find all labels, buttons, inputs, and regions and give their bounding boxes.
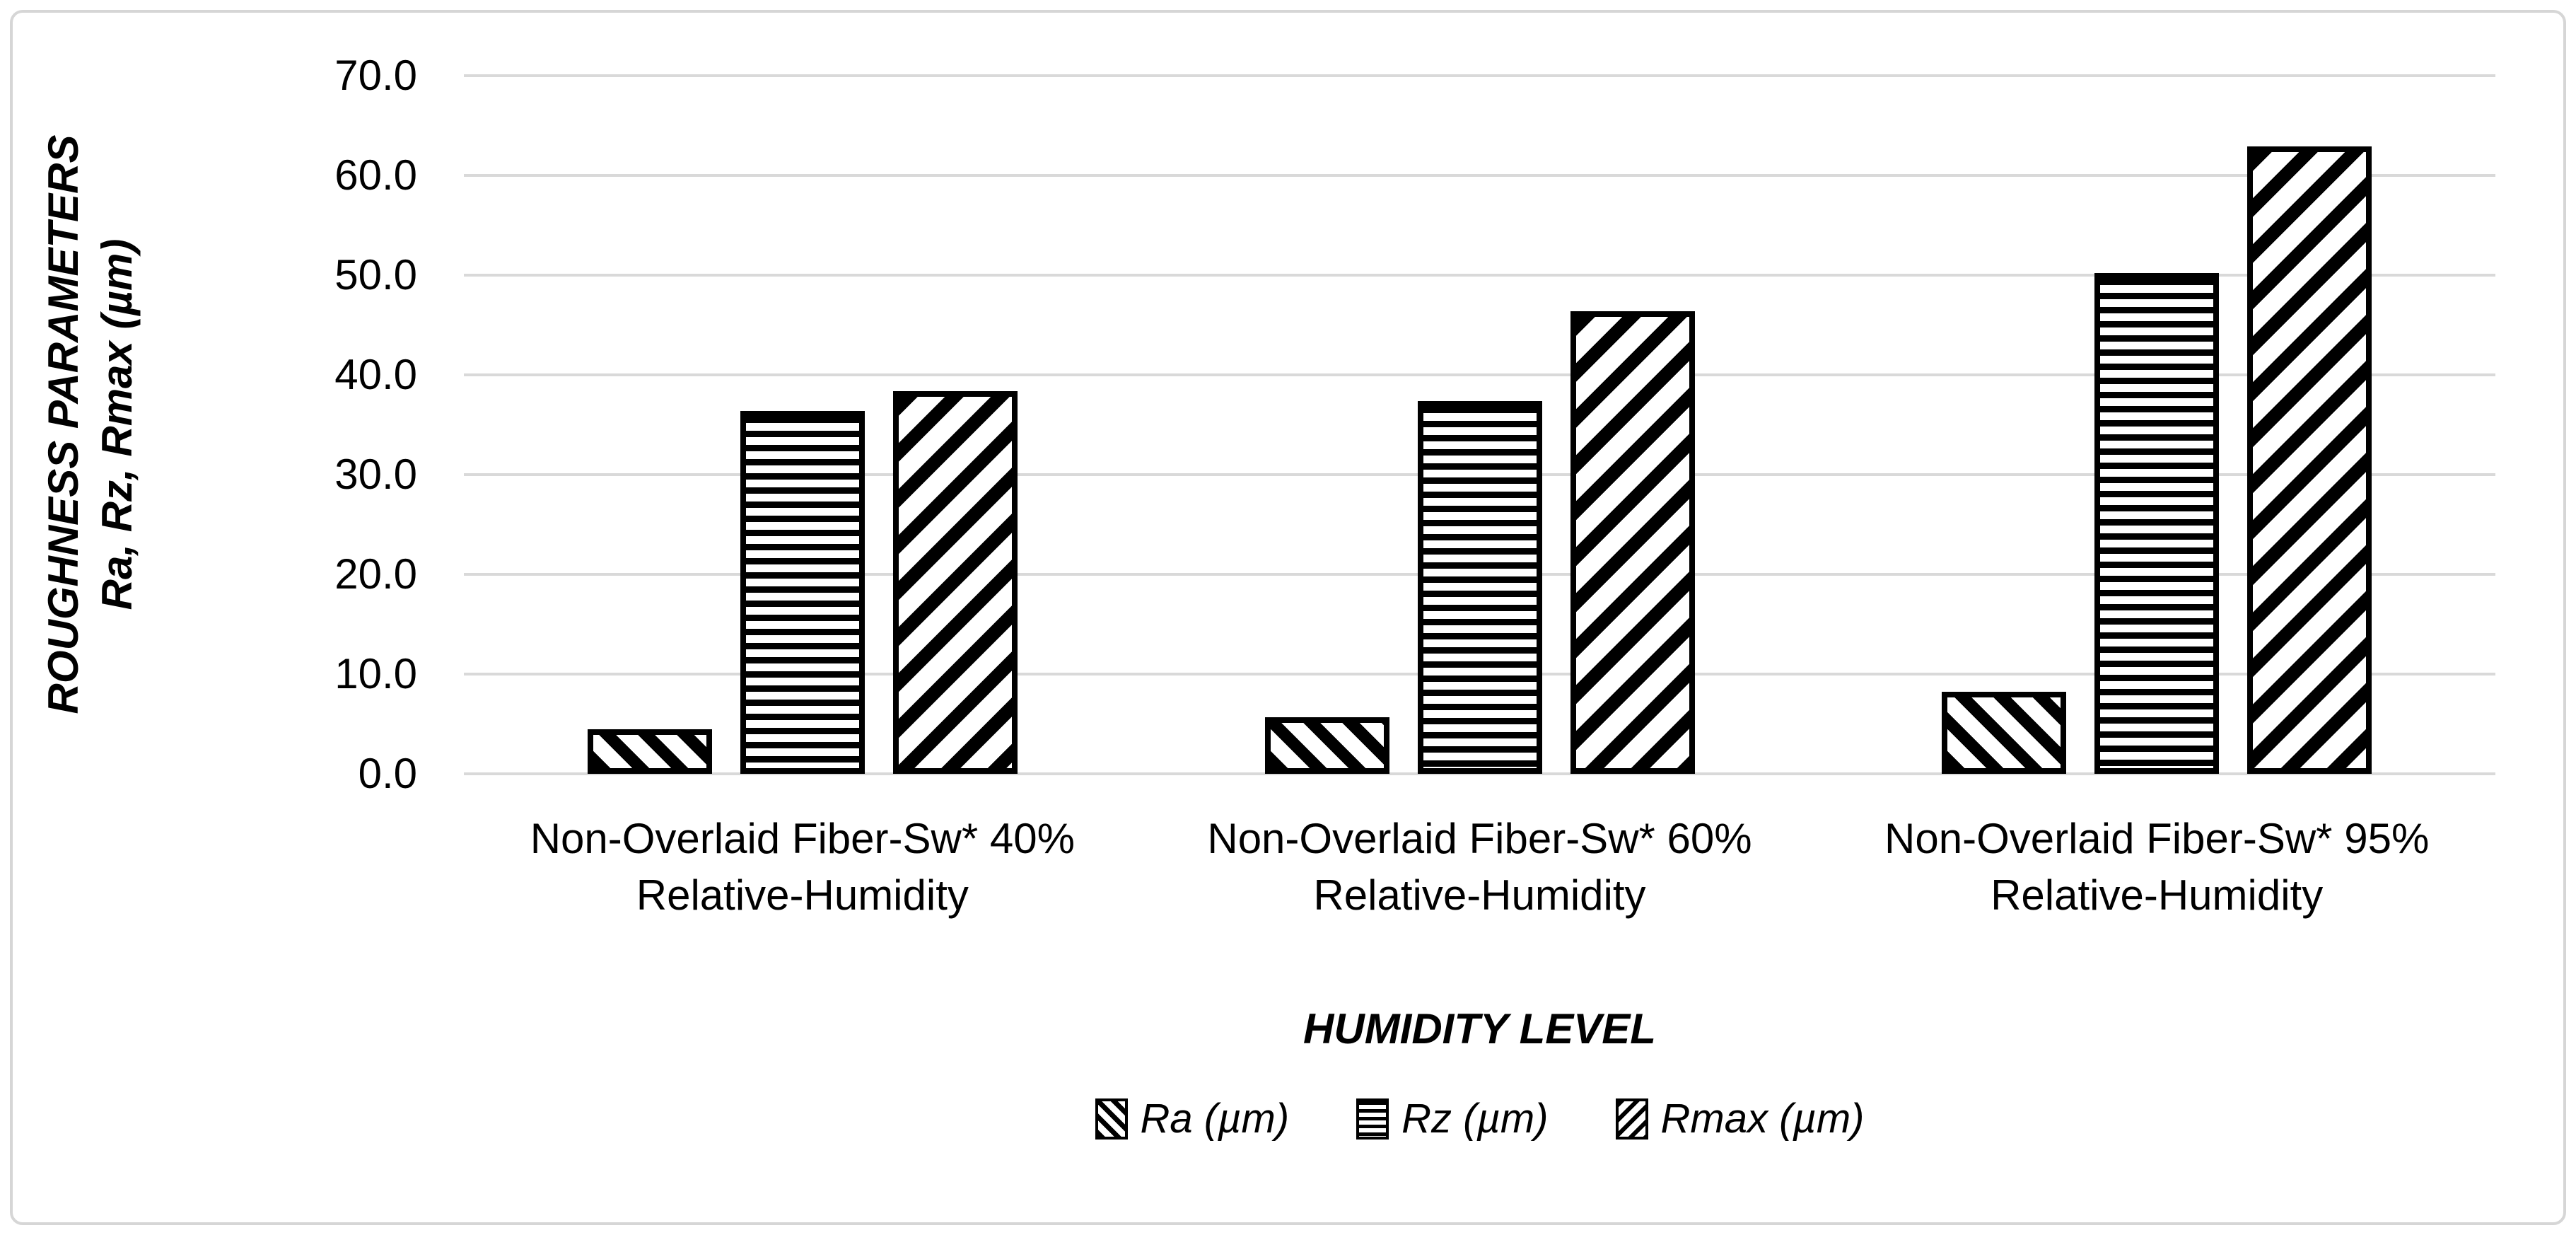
y-tick-label-40.0: 40.0: [334, 351, 417, 398]
y-axis-title-line1: ROUGHNESS PARAMETERS: [40, 134, 87, 714]
y-tick-label-20.0: 20.0: [334, 550, 417, 598]
y-tick-label-50.0: 50.0: [334, 251, 417, 298]
gridline-40.0: [464, 373, 2495, 376]
legend-swatch-horizontal-icon: [1356, 1098, 1389, 1140]
bar-rmax-category-3: [2247, 146, 2372, 774]
x-axis-title: HUMIDITY LEVEL: [1303, 1005, 1656, 1053]
chart-outer-border: [10, 10, 2566, 1225]
category-label-3: Non-Overlaid Fiber-Sw* 95% Relative-Humi…: [1884, 815, 2430, 919]
y-tick-label-70.0: 70.0: [334, 52, 417, 99]
gridline-0.0: [464, 772, 2495, 775]
bar-ra-category-3: [1942, 692, 2067, 774]
gridline-50.0: [464, 274, 2495, 277]
gridline-70.0: [464, 74, 2495, 77]
category-label-1: Non-Overlaid Fiber-Sw* 40% Relative-Humi…: [530, 815, 1075, 919]
legend-item-rz: Rz (µm): [1356, 1095, 1549, 1142]
y-tick-label-60.0: 60.0: [334, 151, 417, 199]
y-axis-title-line2: Ra, Rz, Rmax (µm): [93, 238, 141, 610]
legend: Ra (µm) Rz (µm) Rmax (µm): [464, 1095, 2495, 1142]
gridline-60.0: [464, 174, 2495, 177]
y-tick-label-10.0: 10.0: [334, 650, 417, 697]
bar-rz-category-2: [1417, 400, 1542, 774]
legend-swatch-diagonal-down-icon: [1095, 1098, 1128, 1140]
y-tick-label-30.0: 30.0: [334, 451, 417, 498]
legend-label: Rmax (µm): [1660, 1096, 1865, 1142]
legend-label: Rz (µm): [1401, 1096, 1549, 1142]
legend-item-rmax: Rmax (µm): [1615, 1095, 1865, 1142]
category-label-2: Non-Overlaid Fiber-Sw* 60% Relative-Humi…: [1207, 815, 1752, 919]
bar-rz-category-1: [740, 410, 865, 774]
y-tick-label-0.0: 0.0: [358, 750, 417, 797]
bar-ra-category-2: [1264, 717, 1389, 774]
y-axis-title: ROUGHNESS PARAMETERS Ra, Rz, Rmax (µm): [37, 135, 144, 714]
legend-item-ra: Ra (µm): [1095, 1095, 1290, 1142]
bar-rmax-category-2: [1570, 311, 1695, 774]
legend-label: Ra (µm): [1140, 1096, 1290, 1142]
legend-swatch-diagonal-up-icon: [1615, 1098, 1648, 1140]
bar-ra-category-1: [587, 729, 712, 774]
bar-rz-category-3: [2094, 273, 2220, 774]
bar-rmax-category-1: [892, 390, 1018, 774]
